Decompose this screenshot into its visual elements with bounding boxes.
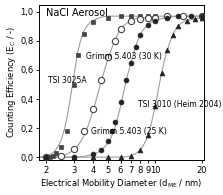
Text: TSI 3010 (Heim 2004): TSI 3010 (Heim 2004) bbox=[138, 100, 222, 109]
Text: Grimm 5.403 (25 K): Grimm 5.403 (25 K) bbox=[91, 127, 166, 136]
Y-axis label: Counting Efficiency (E$_\mathregular{C}$ / -): Counting Efficiency (E$_\mathregular{C}$… bbox=[4, 26, 18, 138]
X-axis label: Electrical Mobility Diameter (d$_\mathregular{ME}$ / nm): Electrical Mobility Diameter (d$_\mathre… bbox=[40, 177, 202, 191]
Text: NaCl Aerosol: NaCl Aerosol bbox=[46, 8, 107, 18]
Text: TSI 3025A: TSI 3025A bbox=[48, 76, 87, 85]
Text: Grimm 5.403 (30 K): Grimm 5.403 (30 K) bbox=[86, 52, 162, 61]
